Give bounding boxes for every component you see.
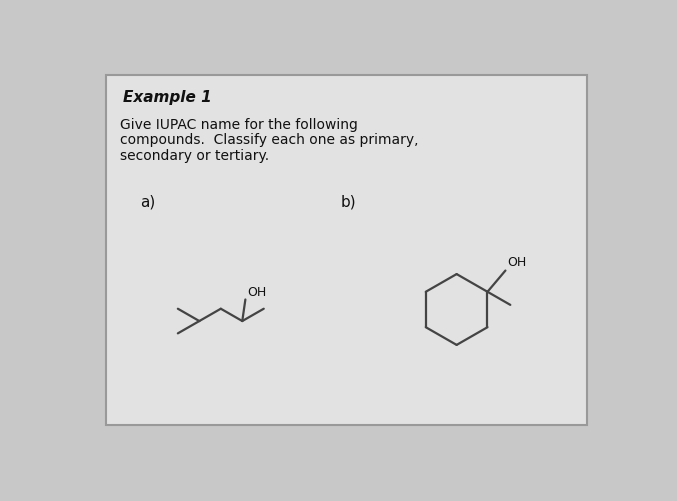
Text: Give IUPAC name for the following: Give IUPAC name for the following xyxy=(120,118,357,132)
Text: a): a) xyxy=(140,194,156,209)
Text: Example 1: Example 1 xyxy=(123,90,212,105)
Text: OH: OH xyxy=(507,256,526,269)
Text: b): b) xyxy=(341,194,356,209)
FancyBboxPatch shape xyxy=(106,76,587,425)
Text: OH: OH xyxy=(247,286,266,298)
Text: secondary or tertiary.: secondary or tertiary. xyxy=(120,148,269,162)
Text: compounds.  Classify each one as primary,: compounds. Classify each one as primary, xyxy=(120,133,418,147)
